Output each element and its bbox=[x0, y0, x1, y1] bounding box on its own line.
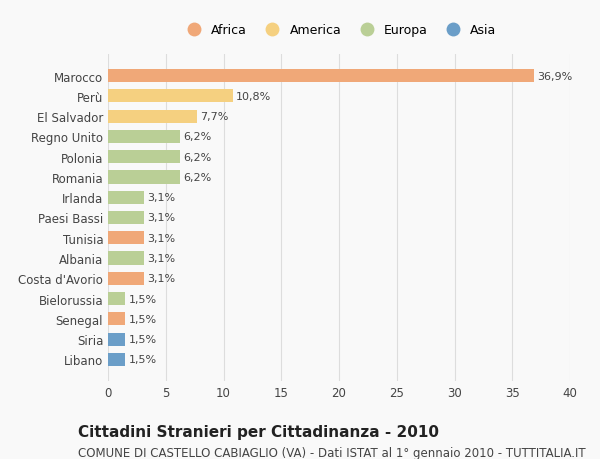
Text: 1,5%: 1,5% bbox=[129, 294, 157, 304]
Legend: Africa, America, Europa, Asia: Africa, America, Europa, Asia bbox=[176, 19, 502, 42]
Bar bbox=[108, 252, 144, 265]
Bar bbox=[108, 292, 125, 306]
Text: 36,9%: 36,9% bbox=[538, 72, 573, 81]
Bar bbox=[108, 313, 125, 326]
Text: COMUNE DI CASTELLO CABIAGLIO (VA) - Dati ISTAT al 1° gennaio 2010 - TUTTITALIA.I: COMUNE DI CASTELLO CABIAGLIO (VA) - Dati… bbox=[78, 446, 586, 459]
Bar bbox=[108, 130, 179, 144]
Bar bbox=[108, 333, 125, 346]
Text: 1,5%: 1,5% bbox=[129, 355, 157, 364]
Bar bbox=[108, 212, 144, 224]
Text: 7,7%: 7,7% bbox=[200, 112, 229, 122]
Text: 10,8%: 10,8% bbox=[236, 92, 271, 102]
Text: 6,2%: 6,2% bbox=[183, 132, 211, 142]
Bar bbox=[108, 90, 233, 103]
Text: 3,1%: 3,1% bbox=[147, 253, 175, 263]
Bar bbox=[108, 151, 179, 164]
Text: 3,1%: 3,1% bbox=[147, 233, 175, 243]
Bar bbox=[108, 272, 144, 285]
Bar bbox=[108, 191, 144, 204]
Text: 3,1%: 3,1% bbox=[147, 213, 175, 223]
Text: Cittadini Stranieri per Cittadinanza - 2010: Cittadini Stranieri per Cittadinanza - 2… bbox=[78, 425, 439, 440]
Text: 1,5%: 1,5% bbox=[129, 334, 157, 344]
Bar bbox=[108, 232, 144, 245]
Text: 1,5%: 1,5% bbox=[129, 314, 157, 324]
Bar bbox=[108, 70, 534, 83]
Text: 3,1%: 3,1% bbox=[147, 274, 175, 284]
Text: 6,2%: 6,2% bbox=[183, 152, 211, 162]
Text: 6,2%: 6,2% bbox=[183, 173, 211, 183]
Text: 3,1%: 3,1% bbox=[147, 193, 175, 203]
Bar bbox=[108, 171, 179, 184]
Bar bbox=[108, 110, 197, 123]
Bar bbox=[108, 353, 125, 366]
